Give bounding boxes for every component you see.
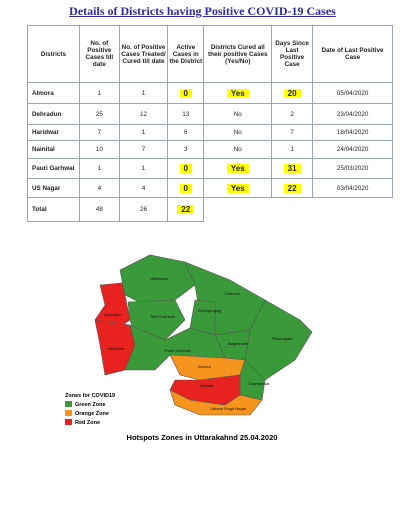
district-area: [119, 254, 196, 306]
total-cell: 48: [78, 197, 120, 222]
cell: 23/04/2020: [312, 103, 393, 125]
district-label: Pithoragarh: [272, 336, 293, 341]
legend-swatch: [65, 419, 72, 425]
highlighted-value: 0: [179, 88, 192, 98]
column-header: No. of Positive Cases Treated/ Cured til…: [118, 25, 169, 83]
highlighted-value: 0: [179, 164, 192, 173]
cell: Yes: [203, 178, 273, 198]
cell: 13: [167, 103, 205, 125]
cell: 0: [167, 158, 205, 179]
district-label: Uttarkashi: [150, 276, 168, 281]
district-label: Chamoli: [225, 291, 240, 296]
district-name: Pauri Garhwal: [27, 158, 80, 179]
cell: 1: [78, 158, 120, 179]
column-header: Districts Cured all their positive Cases…: [203, 25, 273, 83]
cell: 1: [118, 158, 169, 179]
highlighted-value: 22: [177, 205, 195, 214]
legend-swatch: [65, 410, 72, 416]
column-header: No. of Positive Cases till date: [78, 25, 120, 83]
total-label: Total: [27, 197, 80, 222]
cell: Yes: [203, 158, 273, 179]
total-cell: 22: [167, 197, 205, 222]
cell: 18/04/2020: [312, 124, 393, 141]
table-row: US Nagar 4 4 0 Yes 22 03/04/2020: [27, 178, 393, 198]
legend-swatch: [65, 401, 72, 407]
district-label: Nainital: [200, 383, 213, 388]
cell: 1: [118, 82, 169, 104]
highlighted-value: Yes: [226, 88, 249, 98]
column-header: Active Cases in the District: [167, 25, 205, 83]
cell: 31: [271, 158, 314, 179]
cell: No: [203, 140, 273, 159]
district-table: Districts No. of Positive Cases till date…: [27, 25, 393, 222]
district-label: Dehradun: [104, 312, 122, 317]
district-name: Nainital: [27, 140, 80, 159]
cell: 4: [78, 178, 120, 198]
title: Details of Districts having Positive COV…: [69, 4, 336, 18]
highlighted-value: Yes: [226, 183, 249, 193]
total-cell: 26: [118, 197, 169, 222]
cell: 1: [78, 82, 120, 104]
zone-map: Uttarkashi Dehradun Tehri Garhwal Chamoli Ru…: [65, 254, 313, 442]
legend-label: Green Zone: [75, 402, 106, 408]
table-row: Nainital 10 7 3 No 1 24/04/2020: [27, 140, 393, 159]
cell: 6: [167, 124, 205, 141]
cell: 25/03/2020: [312, 158, 393, 179]
empty-cell: [203, 197, 393, 222]
highlighted-value: 0: [179, 183, 192, 193]
cell: 25: [78, 103, 120, 125]
column-header: Districts: [27, 25, 80, 83]
district-label: Almora: [198, 364, 211, 369]
district-label: Udham Singh Nagar: [210, 406, 247, 411]
cell: 3: [167, 140, 205, 159]
district-name: Almora: [27, 82, 80, 104]
district-label: Tehri Garhwal: [150, 314, 175, 319]
cell: 0: [167, 178, 205, 198]
table-row: Haridwar 7 1 6 No 7 18/04/2020: [27, 124, 393, 141]
district-area: [169, 389, 263, 416]
table-row: Dehradun 25 12 13 No 2 23/04/2020: [27, 103, 393, 125]
cell: 12: [118, 103, 169, 125]
table-row: Almora 1 1 0 Yes 20 05/04/2020: [27, 82, 393, 104]
cell: 03/04/2020: [312, 178, 393, 198]
table-row: Pauri Garhwal 1 1 0 Yes 31 25/03/2020: [27, 158, 393, 179]
district-label: Pauri Garhwal: [165, 348, 190, 353]
highlighted-value: 31: [283, 164, 301, 173]
district-name: Dehradun: [27, 103, 80, 125]
district-label: Rudraprayag: [198, 308, 221, 313]
district-label: Bageshwar: [228, 341, 249, 346]
total-row: Total 48 26 22: [27, 197, 393, 222]
highlighted-value: Yes: [226, 164, 249, 173]
cell: 22: [271, 178, 314, 198]
highlighted-value: 20: [283, 88, 301, 98]
cell: 7: [271, 124, 314, 141]
cell: 7: [78, 124, 120, 141]
highlighted-value: 22: [283, 183, 301, 193]
cell: 4: [118, 178, 169, 198]
cell: 24/04/2020: [312, 140, 393, 159]
cell: Yes: [203, 82, 273, 104]
district-label: Haridwar: [108, 346, 125, 351]
cell: 0: [167, 82, 205, 104]
cell: 1: [271, 140, 314, 159]
map-caption: Hotspots Zones in Uttarakahnd 25.04.2020: [127, 433, 278, 442]
district-name: Haridwar: [27, 124, 80, 141]
legend-label: Red Zone: [75, 420, 100, 426]
cell: 05/04/2020: [312, 82, 393, 104]
legend-title: Zones for COVID19: [65, 393, 115, 399]
cell: 2: [271, 103, 314, 125]
cell: 1: [118, 124, 169, 141]
district-label: Champawat: [248, 381, 270, 386]
cell: 20: [271, 82, 314, 104]
cell: 7: [118, 140, 169, 159]
legend-label: Orange Zone: [75, 411, 109, 417]
district-name: US Nagar: [27, 178, 80, 198]
cell: No: [203, 103, 273, 125]
cell: 10: [78, 140, 120, 159]
column-header: Date of Last Positive Case: [312, 25, 393, 83]
cell: No: [203, 124, 273, 141]
column-header: Days Since Last Positive Case: [271, 25, 314, 83]
